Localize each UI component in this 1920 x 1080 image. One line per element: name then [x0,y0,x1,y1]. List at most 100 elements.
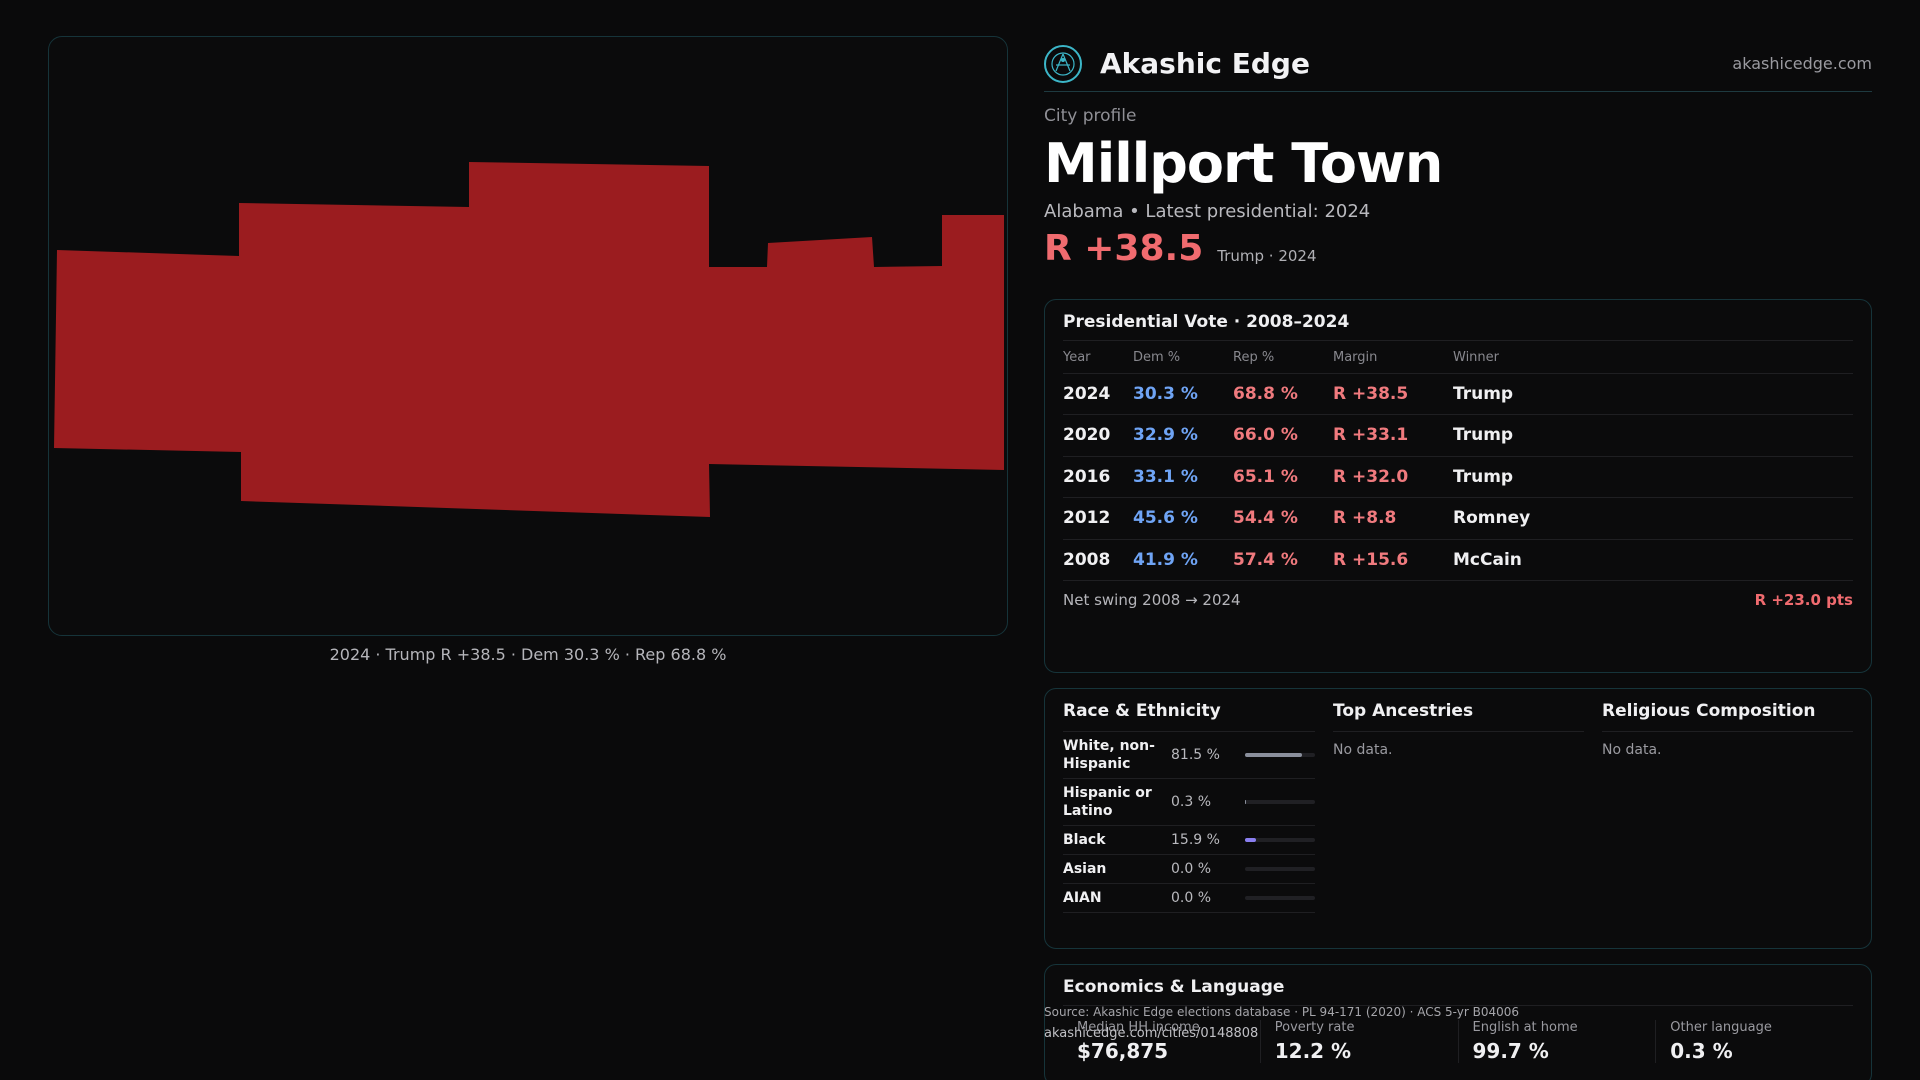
race-label: Black [1063,832,1106,848]
col-margin: Margin [1333,343,1453,374]
swing-value: R +23.0 pts [1754,591,1853,609]
cell-year: 2008 [1063,539,1133,581]
ancestries-title: Top Ancestries [1333,701,1584,732]
race-value: 0.0 % [1171,890,1212,906]
table-row: 2012 45.6 % 54.4 % R +8.8 Romney [1063,497,1853,540]
econ-cell: Other language 0.3 % [1655,1020,1853,1063]
race-bar [1245,896,1315,900]
page-title: Millport Town [1044,132,1443,195]
cell-margin: R +8.8 [1333,497,1453,540]
econ-grid: Median HH income $76,875 Poverty rate 12… [1063,1020,1853,1063]
religion-empty: No data. [1602,742,1662,758]
econ-value: $76,875 [1077,1039,1169,1063]
cell-rep: 57.4 % [1233,539,1333,581]
economics-card: Economics & Language Median HH income $7… [1044,964,1872,1080]
race-row: White, non-Hispanic 81.5 % [1063,732,1315,779]
cell-dem: 32.9 % [1133,414,1233,457]
brand-name: Akashic Edge [1100,47,1310,80]
cell-margin: R +32.0 [1333,456,1453,498]
religion-title: Religious Composition [1602,701,1853,732]
race-value: 15.9 % [1171,832,1220,848]
site-link[interactable]: akashicedge.com [1732,54,1872,73]
margin-value: R +38.5 [1044,228,1204,269]
col-rep: Rep % [1233,343,1333,374]
cell-winner: Trump [1453,373,1853,415]
presidential-vote-card: Presidential Vote · 2008–2024 Year Dem %… [1044,299,1872,673]
cell-winner: Romney [1453,497,1853,540]
ancestries-empty: No data. [1333,742,1393,758]
cell-rep: 66.0 % [1233,414,1333,457]
cell-rep: 54.4 % [1233,497,1333,540]
race-row: Hispanic or Latino 0.3 % [1063,779,1315,826]
city-shape-svg [54,162,1004,517]
cell-dem: 45.6 % [1133,497,1233,540]
race-row: Asian 0.0 % [1063,855,1315,884]
table-row: 2016 33.1 % 65.1 % R +32.0 Trump [1063,456,1853,498]
race-bar [1245,800,1315,804]
vote-table-header: Year Dem % Rep % Margin Winner [1063,343,1853,374]
econ-label: English at home [1472,1020,1578,1035]
cell-margin: R +15.6 [1333,539,1453,581]
vote-card-title: Presidential Vote · 2008–2024 [1063,312,1853,341]
race-label: AIAN [1063,890,1102,906]
footer-source: Source: Akashic Edge elections database … [1044,1005,1520,1019]
race-label: Asian [1063,861,1107,877]
race-label: White, non-Hispanic [1063,738,1155,772]
map-caption: 2024 · Trump R +38.5 · Dem 30.3 % · Rep … [329,645,727,664]
race-ethnicity-section: Race & Ethnicity White, non-Hispanic 81.… [1063,701,1315,936]
econ-value: 99.7 % [1472,1039,1549,1063]
race-row: AIAN 0.0 % [1063,884,1315,913]
net-swing: Net swing 2008 → 2024 R +23.0 pts [1063,591,1853,609]
cell-dem: 33.1 % [1133,456,1233,498]
race-value: 0.0 % [1171,861,1212,877]
cell-margin: R +38.5 [1333,373,1453,415]
cell-winner: Trump [1453,414,1853,457]
page-subtitle: Alabama • Latest presidential: 2024 [1044,201,1371,222]
econ-value: 0.3 % [1670,1039,1733,1063]
table-row: 2024 30.3 % 68.8 % R +38.5 Trump [1063,373,1853,415]
race-bar-fill [1245,753,1303,757]
cell-rep: 68.8 % [1233,373,1333,415]
table-row: 2020 32.9 % 66.0 % R +33.1 Trump [1063,414,1853,457]
cell-margin: R +33.1 [1333,414,1453,457]
cell-year: 2016 [1063,456,1133,498]
cell-dem: 30.3 % [1133,373,1233,415]
religion-section: Religious Composition No data. [1602,701,1853,936]
race-bar-fill [1245,838,1257,842]
race-bar [1245,753,1315,757]
race-row: Black 15.9 % [1063,826,1315,855]
swing-label: Net swing 2008 → 2024 [1063,591,1241,609]
race-value: 0.3 % [1171,794,1212,810]
page-kicker: City profile [1044,106,1137,126]
econ-cell: English at home 99.7 % [1457,1020,1656,1063]
cell-winner: McCain [1453,539,1853,581]
margin-subtext: Trump · 2024 [1217,247,1317,265]
econ-label: Poverty rate [1274,1020,1355,1035]
network-globe-icon [1044,44,1082,83]
brand-header: Akashic Edge akashicedge.com [1044,36,1872,92]
footer-url[interactable]: akashicedge.com/cities/0148808 [1044,1026,1259,1041]
headline-margin: R +38.5 Trump · 2024 [1044,228,1872,269]
race-title: Race & Ethnicity [1063,701,1315,732]
brand[interactable]: Akashic Edge [1044,44,1310,83]
col-winner: Winner [1453,343,1853,374]
race-bar [1245,867,1315,871]
econ-cell: Median HH income $76,875 [1063,1020,1260,1063]
race-bar [1245,838,1315,842]
econ-title: Economics & Language [1063,977,1853,1006]
profile-panel: Akashic Edge akashicedge.com City profil… [1044,36,1872,1080]
table-row: 2008 41.9 % 57.4 % R +15.6 McCain [1063,539,1853,581]
cell-year: 2012 [1063,497,1133,540]
cell-winner: Trump [1453,456,1853,498]
cell-year: 2024 [1063,373,1133,415]
vote-table: Year Dem % Rep % Margin Winner 2024 30.3… [1063,343,1853,581]
econ-label: Other language [1670,1020,1772,1035]
econ-label: Median HH income [1077,1020,1200,1035]
race-label: Hispanic or Latino [1063,785,1152,819]
col-dem: Dem % [1133,343,1233,374]
ancestries-section: Top Ancestries No data. [1333,701,1584,936]
econ-cell: Poverty rate 12.2 % [1259,1020,1458,1063]
cell-rep: 65.1 % [1233,456,1333,498]
city-map[interactable] [48,36,1008,636]
race-value: 81.5 % [1171,747,1220,763]
